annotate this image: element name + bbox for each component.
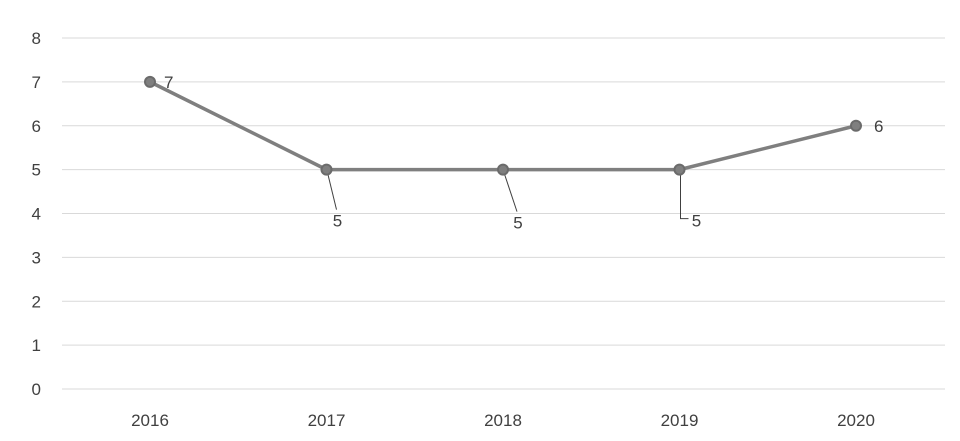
data-point bbox=[144, 75, 156, 88]
x-axis-tick-labels: 2016 2017 2018 2019 2020 bbox=[131, 411, 875, 430]
y-tick-label: 8 bbox=[32, 29, 41, 48]
data-labels: 7 5 5 5 6 bbox=[164, 73, 883, 233]
data-point bbox=[673, 163, 686, 176]
leader-line bbox=[503, 172, 518, 212]
x-tick-label: 2016 bbox=[131, 411, 169, 430]
leader-line bbox=[327, 172, 337, 210]
data-label: 5 bbox=[692, 212, 701, 231]
data-point bbox=[850, 119, 862, 132]
gridlines bbox=[62, 37, 945, 390]
y-tick-label: 1 bbox=[32, 336, 41, 355]
y-tick-label: 0 bbox=[32, 380, 41, 399]
data-label: 6 bbox=[874, 117, 883, 136]
x-tick-label: 2017 bbox=[308, 411, 346, 430]
y-tick-label: 5 bbox=[32, 161, 41, 180]
y-tick-label: 6 bbox=[32, 117, 41, 136]
data-label: 5 bbox=[333, 212, 342, 231]
x-tick-label: 2020 bbox=[837, 411, 875, 430]
data-point-markers bbox=[144, 75, 862, 176]
x-tick-label: 2019 bbox=[661, 411, 699, 430]
x-tick-label: 2018 bbox=[484, 411, 522, 430]
leader-line bbox=[680, 172, 689, 220]
y-tick-label: 3 bbox=[32, 248, 41, 267]
y-axis-tick-labels: 0 1 2 3 4 5 6 7 8 bbox=[32, 29, 41, 399]
y-tick-label: 4 bbox=[32, 205, 41, 224]
y-tick-label: 2 bbox=[32, 292, 41, 311]
data-point bbox=[320, 163, 333, 176]
data-label: 7 bbox=[164, 73, 173, 92]
data-label-leader-lines bbox=[327, 172, 689, 220]
data-point bbox=[497, 163, 509, 176]
data-label: 5 bbox=[513, 214, 522, 233]
y-tick-label: 7 bbox=[32, 73, 41, 92]
